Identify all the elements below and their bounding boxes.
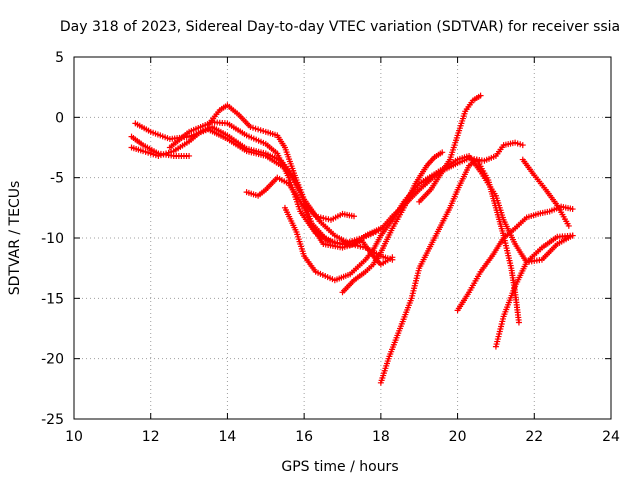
x-tick-label: 20	[449, 429, 467, 445]
series-arc9	[377, 156, 522, 386]
series-arc8	[339, 149, 446, 296]
data-point	[389, 256, 396, 263]
series-trace	[379, 158, 520, 384]
y-tick-label: -15	[41, 291, 64, 307]
data-point	[519, 142, 526, 149]
plot-frame	[73, 56, 612, 420]
data-point	[565, 222, 572, 229]
x-tick-label: 12	[142, 429, 160, 445]
data-point	[439, 149, 446, 156]
x-tick-label: 18	[372, 429, 390, 445]
y-tick-label: -20	[41, 352, 64, 368]
x-tick-label: 10	[65, 429, 83, 445]
series-arc12	[492, 232, 576, 350]
data-point	[377, 225, 384, 232]
series-arc13	[519, 156, 572, 229]
data-series	[128, 92, 576, 386]
series-arc7	[281, 152, 576, 284]
data-point	[569, 232, 576, 239]
x-tick-label: 22	[525, 429, 543, 445]
series-arc10	[416, 92, 484, 205]
y-tick-label: 5	[55, 50, 64, 66]
y-tick-label: 0	[55, 110, 64, 126]
series-arc6	[243, 174, 384, 251]
data-point	[477, 92, 484, 99]
series-arc11	[454, 203, 576, 314]
y-tick-label: -5	[50, 171, 64, 187]
axis-ticks: 10 12 14 16 18 20 22 24 -25 -20 -15 -10 -5 0 5	[41, 50, 620, 445]
data-point	[515, 319, 522, 326]
chart-title: Day 318 of 2023, Sidereal Day-to-day VTE…	[60, 19, 620, 35]
x-axis-label: GPS time / hours	[281, 459, 398, 475]
series-arc5	[205, 102, 396, 263]
data-point	[569, 206, 576, 213]
data-point	[186, 152, 193, 159]
x-tick-label: 14	[219, 429, 237, 445]
series-trace	[418, 94, 482, 203]
grid	[74, 57, 611, 419]
data-point	[351, 213, 358, 220]
y-axis-label: SDTVAR / TECUs	[7, 181, 23, 296]
x-tick-label: 16	[295, 429, 313, 445]
x-tick-label: 24	[602, 429, 620, 445]
y-tick-label: -25	[41, 412, 64, 428]
y-tick-label: -10	[41, 231, 64, 247]
